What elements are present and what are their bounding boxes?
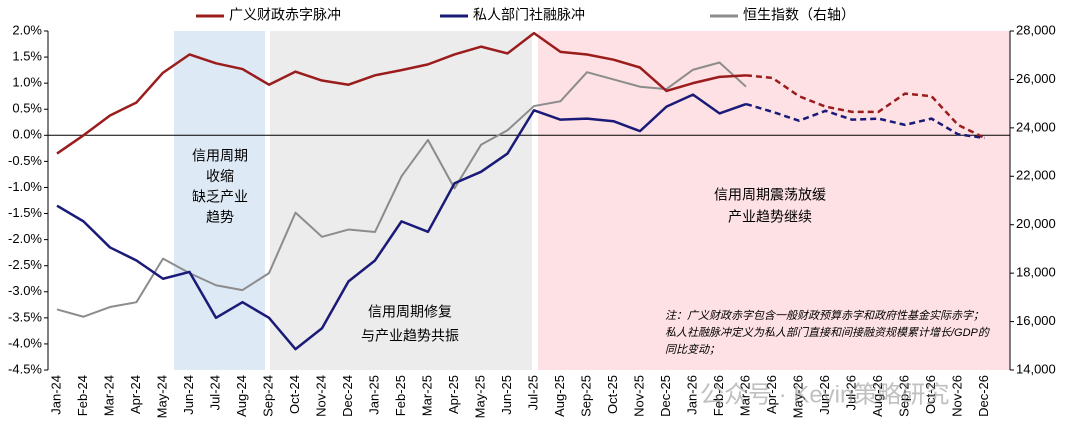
note: 注：广义财政赤字包含一般财政预算赤字和政府性基金实际赤字； bbox=[665, 309, 984, 322]
y2-tick-label: 22,000 bbox=[1016, 168, 1056, 183]
x-tick-label: May-26 bbox=[790, 375, 805, 418]
x-tick-label: Jan-26 bbox=[684, 375, 699, 415]
region-label: 信用周期 bbox=[192, 148, 248, 164]
y-tick-label: 1.0% bbox=[12, 75, 42, 90]
y-tick-label: -2.5% bbox=[8, 257, 42, 272]
region-label: 产业趋势继续 bbox=[728, 209, 812, 225]
x-tick-label: Mar-26 bbox=[737, 375, 752, 416]
region-label: 趋势 bbox=[206, 209, 234, 225]
y-tick-label: -1.0% bbox=[8, 179, 42, 194]
region-label: 与产业趋势共振 bbox=[361, 328, 459, 344]
y2-tick-label: 24,000 bbox=[1016, 119, 1056, 134]
x-tick-label: Jul-25 bbox=[525, 375, 540, 410]
x-tick-label: Mar-25 bbox=[419, 375, 434, 416]
x-tick-label: Oct-26 bbox=[923, 375, 938, 414]
x-tick-label: Sep-25 bbox=[578, 375, 593, 417]
x-tick-label: May-24 bbox=[154, 375, 169, 418]
x-tick-label: Dec-26 bbox=[976, 375, 991, 417]
watermark: 公众号 · Kevin策略研究 bbox=[700, 381, 949, 408]
x-tick-label: Oct-25 bbox=[605, 375, 620, 414]
note: 同比变动； bbox=[665, 343, 720, 356]
y-tick-label: 1.5% bbox=[12, 49, 42, 64]
y-tick-label: -4.0% bbox=[8, 335, 42, 350]
x-tick-label: Dec-24 bbox=[340, 375, 355, 417]
x-tick-label: Jun-25 bbox=[499, 375, 514, 415]
x-tick-label: Jul-26 bbox=[843, 375, 858, 410]
region-label: 信用周期震荡放缓 bbox=[714, 187, 826, 203]
x-tick-label: Sep-24 bbox=[260, 375, 275, 417]
y-tick-label: 2.0% bbox=[12, 22, 42, 37]
y2-tick-label: 14,000 bbox=[1016, 361, 1056, 376]
x-tick-label: Jan-24 bbox=[48, 375, 63, 415]
x-tick-label: Mar-24 bbox=[101, 375, 116, 416]
region-label: 收缩 bbox=[206, 168, 234, 184]
x-tick-label: May-25 bbox=[472, 375, 487, 418]
series-line bbox=[56, 93, 747, 351]
x-tick-label: Aug-25 bbox=[552, 375, 567, 417]
series-line bbox=[56, 31, 747, 155]
contraction-region bbox=[174, 31, 265, 370]
y-tick-label: -1.5% bbox=[8, 205, 42, 220]
x-tick-label: Sep-26 bbox=[896, 375, 911, 417]
y2-tick-label: 28,000 bbox=[1016, 22, 1056, 37]
legend-label: 恒生指数（右轴） bbox=[743, 7, 855, 23]
x-tick-label: Nov-26 bbox=[949, 375, 964, 417]
x-tick-label: Nov-24 bbox=[313, 375, 328, 417]
y-tick-label: -0.5% bbox=[8, 153, 42, 168]
y-tick-label: 0.0% bbox=[12, 127, 42, 142]
series-line bbox=[56, 61, 747, 318]
x-tick-label: Feb-24 bbox=[75, 375, 90, 416]
y-tick-label: 0.5% bbox=[12, 101, 42, 116]
x-tick-label: Jul-24 bbox=[207, 375, 222, 410]
x-tick-label: Apr-26 bbox=[764, 375, 779, 414]
y2-tick-label: 18,000 bbox=[1016, 265, 1056, 280]
y-tick-label: -4.5% bbox=[8, 361, 42, 376]
x-tick-label: Dec-25 bbox=[658, 375, 673, 417]
forecast-line bbox=[745, 102, 985, 140]
note: 私人社融脉冲定义为私人部门直接和间接融资规模累计增长/GDP的 bbox=[665, 326, 991, 339]
x-tick-label: Apr-25 bbox=[446, 375, 461, 414]
y2-tick-label: 20,000 bbox=[1016, 216, 1056, 231]
y-tick-label: -3.5% bbox=[8, 309, 42, 324]
x-tick-label: Feb-26 bbox=[711, 375, 726, 416]
region-label: 缺乏产业 bbox=[192, 189, 248, 205]
x-tick-label: Aug-24 bbox=[234, 375, 249, 417]
x-tick-label: Feb-25 bbox=[393, 375, 408, 416]
y2-tick-label: 16,000 bbox=[1016, 313, 1056, 328]
slowdown-region bbox=[538, 31, 1010, 370]
legend-label: 私人部门社融脉冲 bbox=[473, 7, 585, 23]
region-label: 信用周期修复 bbox=[368, 304, 452, 320]
legend-label: 广义财政赤字脉冲 bbox=[229, 7, 341, 23]
x-tick-label: Aug-26 bbox=[870, 375, 885, 417]
forecast-line bbox=[745, 74, 986, 140]
x-tick-label: Jun-26 bbox=[817, 375, 832, 415]
x-tick-label: Nov-25 bbox=[631, 375, 646, 417]
x-tick-label: Apr-24 bbox=[128, 375, 143, 414]
recovery-region bbox=[270, 31, 532, 370]
y-tick-label: -2.0% bbox=[8, 231, 42, 246]
x-tick-label: Jan-25 bbox=[366, 375, 381, 415]
x-tick-label: Oct-24 bbox=[287, 375, 302, 414]
y-tick-label: -3.0% bbox=[8, 283, 42, 298]
y2-tick-label: 26,000 bbox=[1016, 71, 1056, 86]
x-tick-label: Jun-24 bbox=[181, 375, 196, 415]
